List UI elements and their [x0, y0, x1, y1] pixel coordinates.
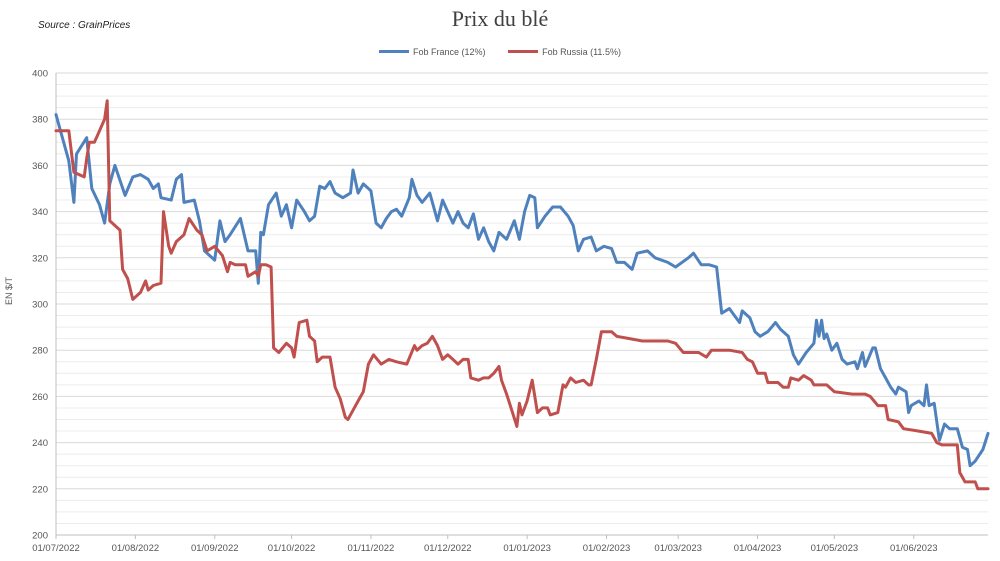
y-tick-label: 280 — [32, 346, 48, 357]
legend-swatch-france — [379, 50, 410, 53]
y-tick-label: 240 — [32, 438, 48, 449]
x-tick-label: 01/10/2022 — [268, 543, 316, 554]
x-tick-label: 01/09/2022 — [191, 543, 239, 554]
x-tick-label: 01/01/2023 — [503, 543, 551, 554]
y-tick-label: 360 — [32, 161, 48, 172]
series-line-france — [54, 113, 990, 468]
y-tick-label: 200 — [32, 531, 48, 542]
x-tick-label: 01/02/2023 — [583, 543, 631, 554]
x-tick-label: 01/04/2023 — [734, 543, 782, 554]
legend: Fob France (12%) Fob Russia (11.5%) — [0, 45, 1000, 57]
y-tick-label: 380 — [32, 115, 48, 126]
x-tick-label: 01/07/2022 — [32, 543, 80, 554]
y-tick-label: 320 — [32, 253, 48, 264]
x-tick-label: 01/11/2022 — [348, 543, 395, 554]
x-tick-label: 01/06/2023 — [890, 543, 938, 554]
y-tick-label: 340 — [32, 207, 48, 218]
legend-item-russia: Fob Russia (11.5%) — [508, 47, 621, 57]
series-line-russia — [54, 99, 990, 491]
y-tick-label: 300 — [32, 300, 48, 311]
chart-title: Prix du blé — [451, 6, 549, 31]
x-tick-label: 01/08/2022 — [112, 543, 160, 554]
legend-swatch-russia — [508, 50, 539, 53]
x-tick-label: 01/12/2022 — [424, 543, 472, 554]
source-note: Source : GrainPrices — [38, 20, 131, 31]
legend-label-russia: Fob Russia (11.5%) — [542, 46, 621, 57]
legend-label-france: Fob France (12%) — [413, 46, 486, 57]
legend-item-france: Fob France (12%) — [379, 47, 486, 57]
y-tick-label: 400 — [32, 69, 48, 80]
y-tick-label: 220 — [32, 484, 48, 495]
y-tick-label: 260 — [32, 392, 48, 403]
x-tick-label: 01/03/2023 — [654, 543, 702, 554]
x-tick-label: 01/05/2023 — [811, 543, 859, 554]
